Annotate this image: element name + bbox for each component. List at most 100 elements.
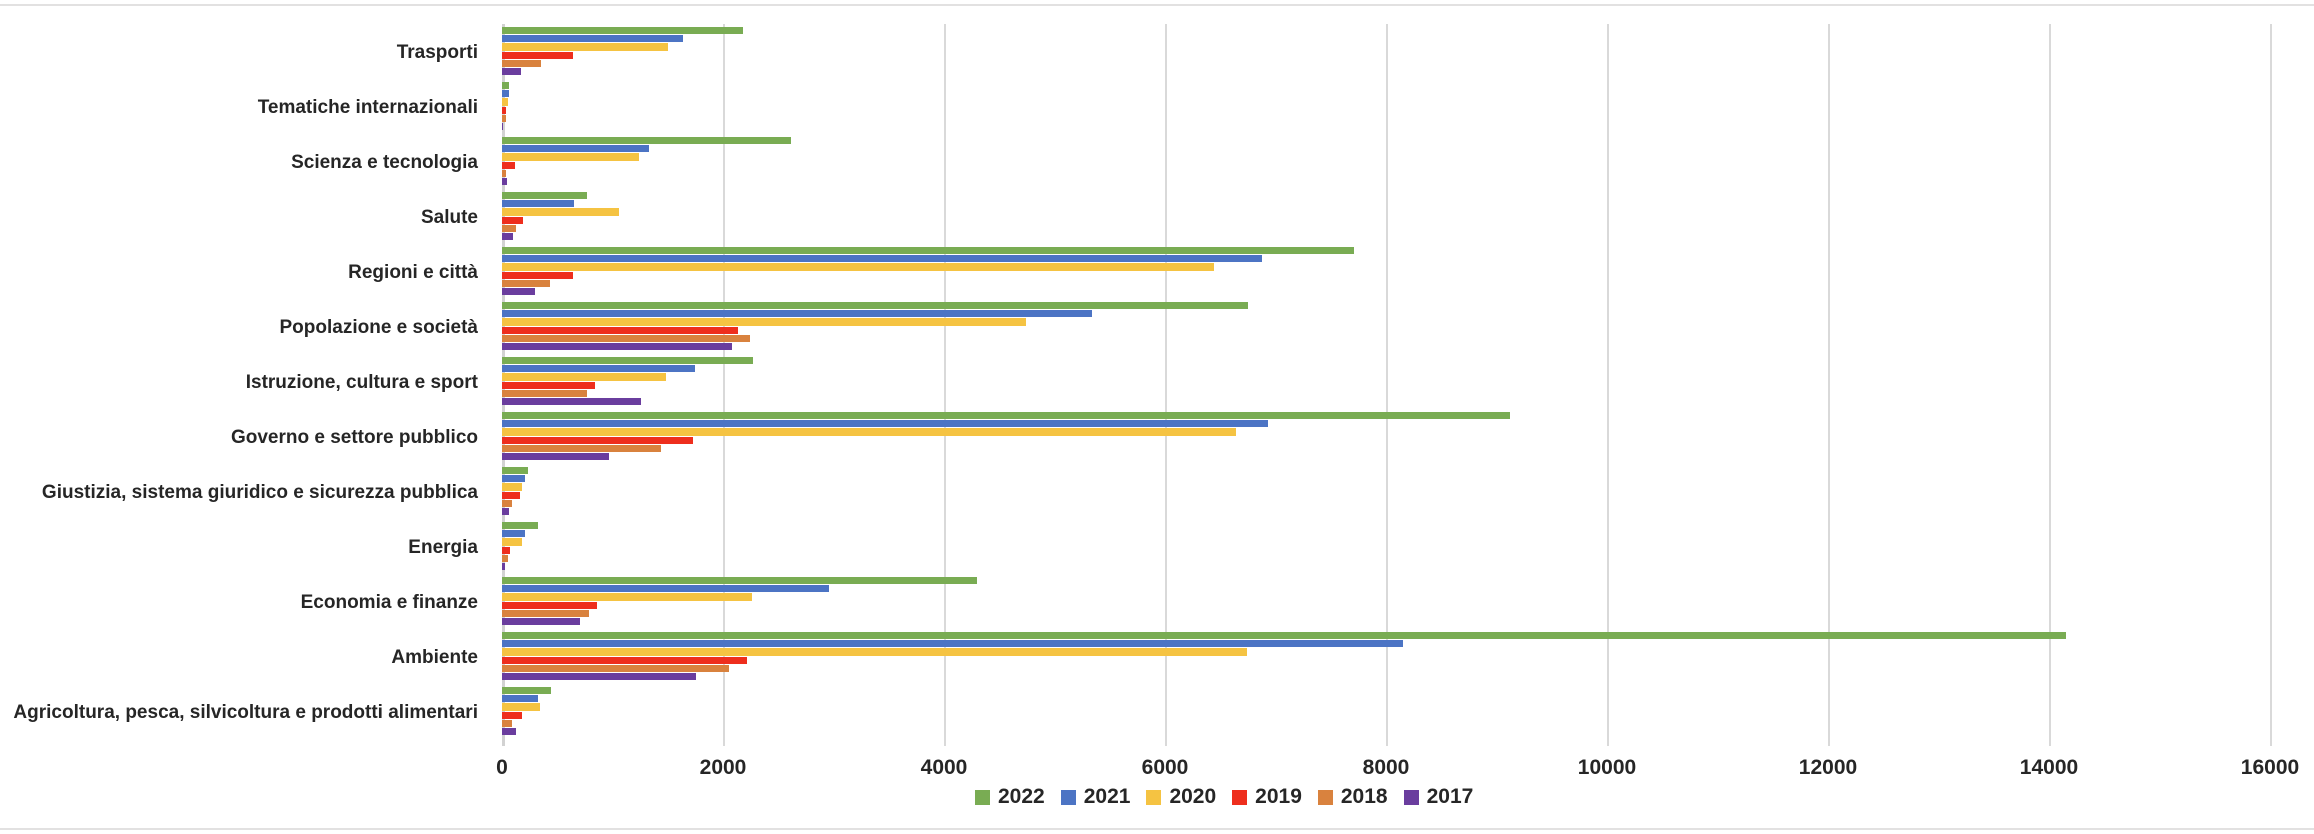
bar-2020 <box>502 98 508 106</box>
gridline <box>2270 24 2272 746</box>
legend-label: 2020 <box>1169 785 1217 808</box>
bar-2018 <box>502 719 512 727</box>
bar-2020 <box>502 43 668 51</box>
category-label: Energia <box>408 536 478 558</box>
bar-group <box>502 299 2270 354</box>
category-label: Governo e settore pubblico <box>230 426 478 448</box>
bar-group <box>502 409 2270 464</box>
bar-2017 <box>502 397 642 406</box>
bar-2022 <box>502 632 2066 640</box>
bar-2022 <box>502 412 1510 420</box>
bar-2017 <box>502 452 610 461</box>
legend-item-2020: 2020 <box>1146 785 1216 809</box>
bar-2017 <box>502 67 521 76</box>
x-tick-label: 10000 <box>1577 756 1637 779</box>
bar-2021 <box>502 145 649 153</box>
bar-2022 <box>502 247 1354 255</box>
bar-group <box>502 684 2270 739</box>
category-label: Istruzione, cultura e sport <box>245 371 478 393</box>
bar-2021 <box>502 695 539 703</box>
bar-2019 <box>502 711 523 719</box>
bar-group <box>502 464 2270 519</box>
bar-2017 <box>502 672 696 681</box>
bar-2018 <box>502 169 506 177</box>
bar-2019 <box>502 656 747 664</box>
x-tick-label: 12000 <box>1798 756 1858 779</box>
bar-2022 <box>502 357 753 365</box>
bar-2017 <box>502 727 516 736</box>
gridline <box>1386 24 1388 746</box>
bar-2020 <box>502 703 541 711</box>
legend-label: 2019 <box>1255 785 1302 808</box>
bar-2020 <box>502 318 1026 326</box>
bar-2018 <box>502 609 590 617</box>
bar-2019 <box>502 106 506 114</box>
legend-item-2019: 2019 <box>1232 785 1302 809</box>
bar-2021 <box>502 255 1263 263</box>
bar-2018 <box>502 279 550 287</box>
bar-2019 <box>502 51 573 59</box>
legend-swatch-icon <box>1403 789 1419 805</box>
category-label: Agricoltura, pesca, silvicoltura e prodo… <box>13 701 478 723</box>
x-tick-label: 4000 <box>920 756 968 779</box>
bar-2021 <box>502 365 696 373</box>
bar-2021 <box>502 475 526 483</box>
category-label: Regioni e città <box>348 261 478 283</box>
category-label: Salute <box>420 206 478 228</box>
bar-2020 <box>502 263 1214 271</box>
bar-2018 <box>502 499 513 507</box>
bar-group <box>502 134 2270 189</box>
bar-2021 <box>502 90 509 98</box>
bar-2018 <box>502 444 662 452</box>
legend-swatch-icon <box>1317 789 1333 805</box>
legend-swatch-icon <box>1060 789 1076 805</box>
bar-2021 <box>502 585 830 593</box>
bar-2020 <box>502 648 1247 656</box>
bar-2020 <box>502 153 640 161</box>
bar-2017 <box>502 562 506 571</box>
legend-swatch-icon <box>1232 789 1248 805</box>
category-label: Ambiente <box>391 646 478 668</box>
chart-bottom-border <box>0 828 2314 830</box>
bar-2017 <box>502 177 507 186</box>
bar-2017 <box>502 122 504 131</box>
legend-label: 2018 <box>1340 785 1388 808</box>
gridline <box>1828 24 1830 746</box>
legend-label: 2017 <box>1426 785 1474 808</box>
bar-2019 <box>502 216 523 224</box>
bar-2018 <box>502 114 506 122</box>
bar-2019 <box>502 381 595 389</box>
bar-2018 <box>502 334 750 342</box>
gridline <box>2049 24 2051 746</box>
bar-2022 <box>502 302 1248 310</box>
category-label: Giustizia, sistema giuridico e sicurezza… <box>41 481 478 503</box>
gridline <box>944 24 946 746</box>
bar-2022 <box>502 192 588 200</box>
bar-group <box>502 354 2270 409</box>
legend-item-2018: 2018 <box>1317 785 1388 809</box>
category-label: Trasporti <box>396 41 478 63</box>
bar-2017 <box>502 232 514 241</box>
category-label: Tematiche internazionali <box>257 96 478 118</box>
bar-2020 <box>502 208 620 216</box>
chart-top-border <box>0 4 2314 6</box>
gridline <box>1607 24 1609 746</box>
value-axis: 0 2000 4000 6000 8000 10000 12000 14000 16000 <box>0 756 2314 786</box>
plot-area <box>502 24 2272 746</box>
gridline <box>723 24 725 746</box>
bar-group <box>502 574 2270 629</box>
bar-group <box>502 79 2270 134</box>
bar-2022 <box>502 687 551 695</box>
bar-2018 <box>502 554 509 562</box>
bar-2022 <box>502 27 743 35</box>
bar-2021 <box>502 420 1268 428</box>
legend: 2022 2021 2020 2019 2018 2017 <box>975 785 1473 809</box>
bar-2017 <box>502 507 509 516</box>
bar-2017 <box>502 617 580 626</box>
bar-2020 <box>502 428 1236 436</box>
x-tick-label: 8000 <box>1362 756 1410 779</box>
bar-2019 <box>502 601 598 609</box>
bar-group <box>502 244 2270 299</box>
bar-2020 <box>502 373 666 381</box>
